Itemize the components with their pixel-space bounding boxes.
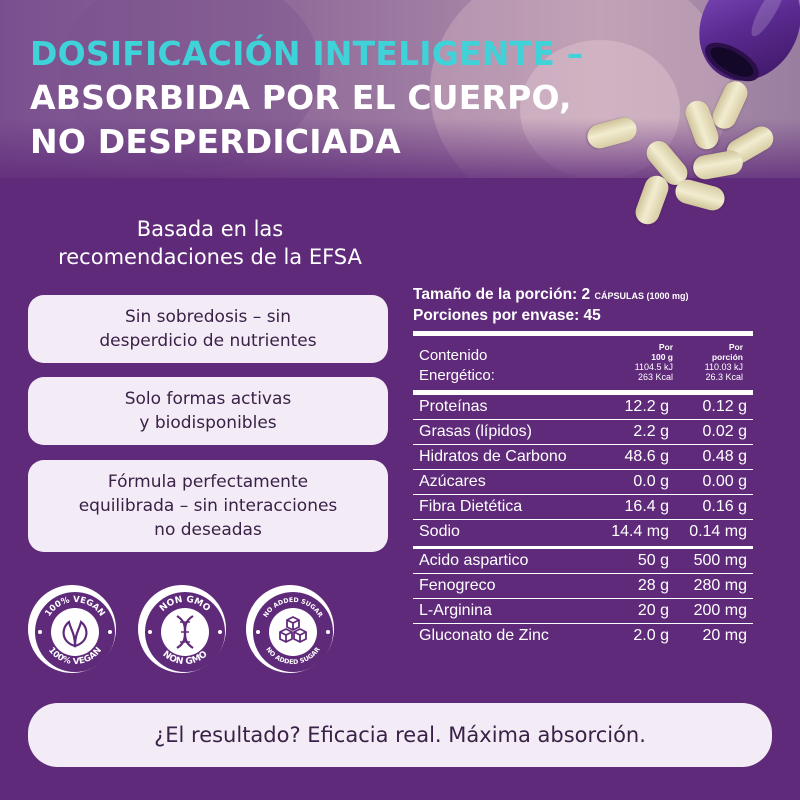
divider (413, 469, 753, 470)
benefit-line: equilibrada – sin interacciones (78, 496, 338, 516)
ingredient-per-serving: 280 mg (693, 577, 747, 594)
benefit-line: Sin sobredosis – sin (124, 307, 292, 327)
nutrient-name: Sodio (419, 523, 460, 540)
ingredient-name: Gluconato de Zinc (419, 627, 549, 644)
ingredient-name: Acido aspartico (419, 552, 529, 569)
energy-per-100g: Por 100 g 1104.5 kJ 263 Kcal (607, 342, 677, 384)
hero-banner (0, 0, 800, 178)
headline-line-2: ABSORBIDA POR EL CUERPO, (30, 78, 572, 117)
benefit-line: Fórmula perfectamente (107, 472, 309, 492)
energy-row: Contenido Energético: Por 100 g 1104.5 k… (413, 336, 753, 390)
nutrition-table: Tamaño de la porción: 2 CÁPSULAS (1000 m… (413, 285, 753, 648)
energy-label: Energético: (419, 367, 495, 384)
badge-no-added-sugar: NO ADDED SUGAR NO ADDED SUGAR (246, 585, 334, 673)
divider (413, 519, 753, 520)
ingredient-per-serving: 20 mg (702, 627, 747, 644)
energy-label: Contenido (419, 347, 488, 364)
benefit-pill-balanced-formula: Fórmula perfectamente equilibrada – sin … (28, 460, 388, 552)
bottom-banner: ¿El resultado? Eficacia real. Máxima abs… (28, 703, 772, 767)
divider (413, 419, 753, 420)
nutrient-per-serving: 0.12 g (702, 398, 747, 415)
nutrient-name: Proteínas (419, 398, 488, 415)
serving-size-label: Tamaño de la porción: 2 (413, 286, 591, 303)
table-row: Azúcares 0.0 g 0.00 g (413, 470, 753, 494)
subtitle-line-2: recomendaciones de la EFSA (58, 245, 362, 269)
divider (413, 390, 753, 395)
subtitle-line-1: Basada en las (136, 217, 284, 241)
supplement-jar-icon (699, 0, 800, 82)
headline-line-1: DOSIFICACIÓN INTELIGENTE – (30, 34, 584, 73)
table-row: Gluconato de Zinc 2.0 g 20 mg (413, 624, 753, 648)
nutrient-per-serving: 0.00 g (702, 473, 747, 490)
benefit-line: no deseadas (154, 520, 262, 540)
nutrient-per-serving: 0.16 g (702, 498, 747, 515)
energy-kcal: 26.3 Kcal (705, 372, 743, 382)
nutrient-per-100g: 14.4 mg (611, 523, 669, 540)
headline: DOSIFICACIÓN INTELIGENTE – ABSORBIDA POR… (30, 32, 650, 164)
nutrient-per-serving: 0.48 g (702, 448, 747, 465)
col-header: Por (658, 342, 673, 352)
benefit-pill-active-forms: Solo formas activas y biodisponibles (28, 377, 388, 445)
serving-size: Tamaño de la porción: 2 CÁPSULAS (1000 m… (413, 285, 753, 306)
nutrient-per-serving: 0.14 mg (689, 523, 747, 540)
badge-vegan: 100% VEGAN 100% VEGAN (28, 585, 116, 673)
table-row: L-Arginina 20 g 200 mg (413, 599, 753, 623)
serving-size-unit: CÁPSULAS (1000 mg) (594, 291, 689, 301)
nutrient-per-100g: 2.2 g (633, 423, 669, 440)
benefit-line: Solo formas activas (124, 389, 292, 409)
leaf-icon: 100% VEGAN 100% VEGAN (35, 592, 115, 672)
sugar-cubes-icon: NO ADDED SUGAR NO ADDED SUGAR (253, 592, 333, 672)
benefit-line: desperdicio de nutrientes (99, 331, 317, 351)
badge-non-gmo: NON GMO NON GMO (138, 585, 226, 673)
capsule (632, 172, 672, 228)
table-row: Fibra Dietética 16.4 g 0.16 g (413, 495, 753, 519)
ingredient-name: Fenogreco (419, 577, 496, 594)
divider (413, 598, 753, 599)
ingredient-per-100g: 2.0 g (633, 627, 669, 644)
nutrient-per-100g: 16.4 g (624, 498, 669, 515)
nutrient-name: Azúcares (419, 473, 486, 490)
headline-line-3: NO DESPERDICIADA (30, 122, 401, 161)
nutrient-per-serving: 0.02 g (702, 423, 747, 440)
subtitle: Basada en las recomendaciones de la EFSA (20, 215, 400, 271)
table-row: Hidratos de Carbono 48.6 g 0.48 g (413, 445, 753, 469)
divider (413, 623, 753, 624)
col-header: Por (728, 342, 743, 352)
energy-kcal: 263 Kcal (637, 372, 673, 382)
nutrient-name: Grasas (lípidos) (419, 423, 532, 440)
bottom-banner-text: ¿El resultado? Eficacia real. Máxima abs… (154, 723, 646, 747)
divider (413, 573, 753, 574)
nutrient-name: Fibra Dietética (419, 498, 523, 515)
energy-per-serving: Por porción 110.03 kJ 26.3 Kcal (677, 342, 747, 384)
ingredient-per-serving: 500 mg (693, 552, 747, 569)
nutrient-per-100g: 12.2 g (624, 398, 669, 415)
table-row: Sodio 14.4 mg 0.14 mg (413, 520, 753, 544)
divider (413, 494, 753, 495)
divider (413, 331, 753, 336)
ingredient-per-100g: 28 g (637, 577, 669, 594)
col-header: 100 g (651, 352, 673, 362)
divider (413, 546, 753, 549)
benefit-pill-no-overdose: Sin sobredosis – sin desperdicio de nutr… (28, 295, 388, 363)
energy-kj: 1104.5 kJ (634, 362, 673, 372)
table-row: Fenogreco 28 g 280 mg (413, 574, 753, 598)
table-row: Grasas (lípidos) 2.2 g 0.02 g (413, 420, 753, 444)
servings-per-container: Porciones por envase: 45 (413, 307, 601, 324)
dna-icon: NON GMO NON GMO (145, 592, 225, 672)
nutrient-per-100g: 0.0 g (633, 473, 669, 490)
capsule (672, 176, 728, 214)
energy-kj: 110.03 kJ (704, 362, 743, 372)
ingredient-per-100g: 20 g (637, 602, 669, 619)
ingredient-name: L-Arginina (419, 602, 492, 619)
nutrient-name: Hidratos de Carbono (419, 448, 567, 465)
ingredient-per-serving: 200 mg (693, 602, 747, 619)
divider (413, 444, 753, 445)
benefit-line: y biodisponibles (139, 413, 277, 433)
table-row: Proteínas 12.2 g 0.12 g (413, 395, 753, 419)
table-row: Acido aspartico 50 g 500 mg (413, 549, 753, 573)
nutrient-per-100g: 48.6 g (624, 448, 669, 465)
ingredient-per-100g: 50 g (637, 552, 669, 569)
col-header: porción (711, 352, 743, 362)
